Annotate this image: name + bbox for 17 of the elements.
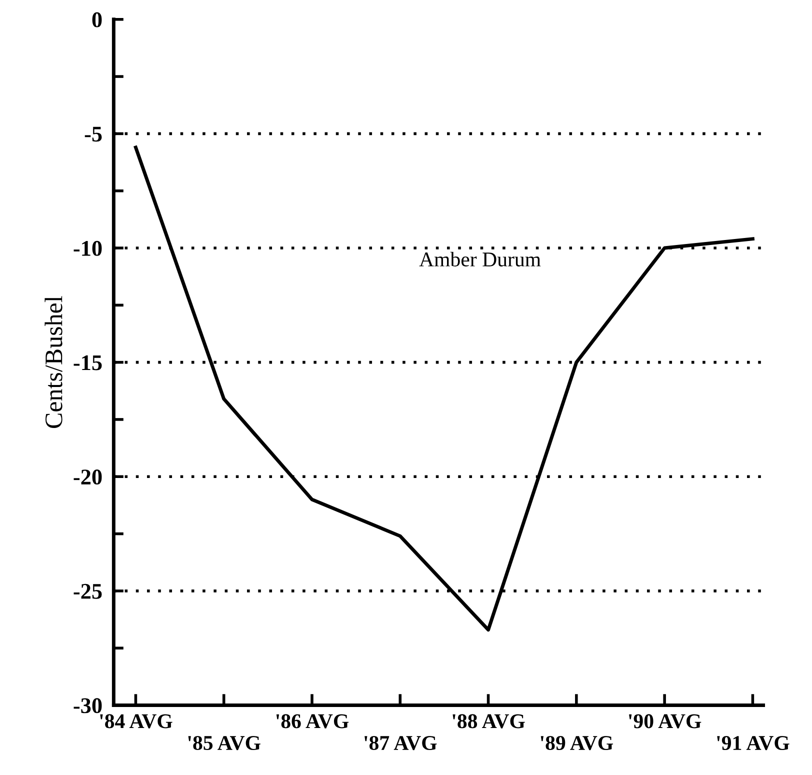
y-tick-label: -25 <box>74 584 102 599</box>
y-tick-label: -15 <box>74 355 102 370</box>
x-tick-label: '86 AVG <box>276 714 349 728</box>
y-tick-label: 0 <box>92 12 102 28</box>
y-tick-label: -5 <box>84 126 102 142</box>
x-tick-label: '88 AVG <box>452 714 525 728</box>
y-axis-title: Cents/Bushel <box>44 296 62 428</box>
x-tick-label: '91 AVG <box>717 736 790 750</box>
y-tick-label: -10 <box>74 240 102 256</box>
x-tick-label: '85 AVG <box>188 736 260 750</box>
x-tick-label: '87 AVG <box>364 736 437 750</box>
x-tick-label: '84 AVG <box>100 714 172 728</box>
y-tick-label: -30 <box>74 698 102 714</box>
text: Amber Durum <box>419 252 541 266</box>
y-tick-label: -20 <box>74 470 102 485</box>
x-tick-label: '90 AVG <box>629 714 702 728</box>
x-tick-label: '89 AVG <box>540 736 613 750</box>
